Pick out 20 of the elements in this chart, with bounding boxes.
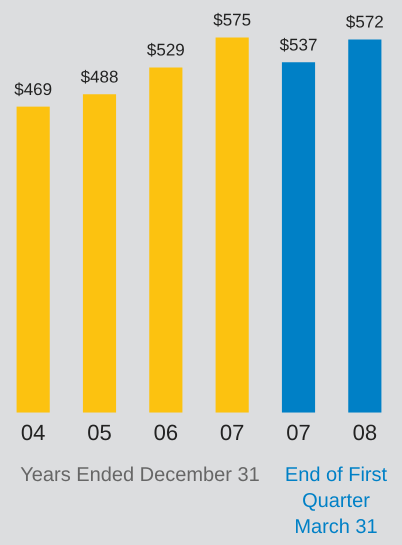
bar xyxy=(82,94,116,413)
bar xyxy=(216,38,249,413)
x-tick-label: 08 xyxy=(352,420,378,445)
x-tick-label: 04 xyxy=(20,420,46,445)
bar xyxy=(16,106,50,413)
data-label: $488 xyxy=(80,67,118,86)
bar xyxy=(149,68,182,413)
x-tick-label: 06 xyxy=(154,420,178,445)
data-label: $572 xyxy=(346,12,384,32)
data-label: $529 xyxy=(146,40,185,60)
data-label: $469 xyxy=(14,80,52,99)
x-tick-label: 07 xyxy=(220,420,244,445)
data-label: $575 xyxy=(213,10,252,30)
data-label: $537 xyxy=(280,35,318,54)
text: End of First Quarter March 31 xyxy=(284,463,388,540)
x-tick-label: 05 xyxy=(87,420,112,445)
bar xyxy=(282,62,316,413)
bar xyxy=(348,39,382,413)
text: Years Ended December 31 xyxy=(20,463,260,488)
x-tick-label: 07 xyxy=(286,420,311,445)
